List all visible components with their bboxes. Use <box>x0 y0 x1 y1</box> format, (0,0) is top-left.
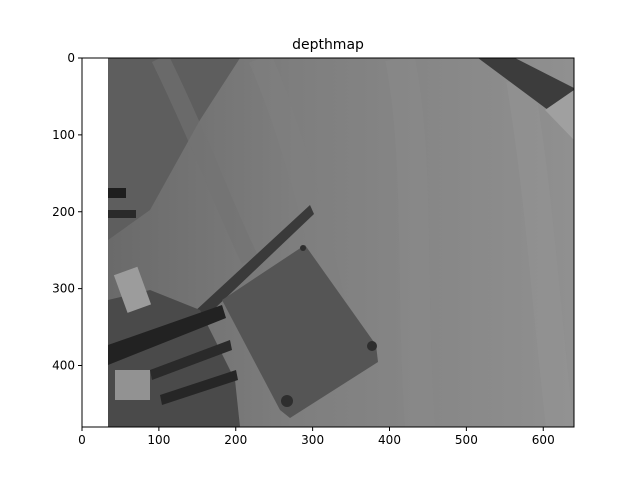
x-tick-label: 100 <box>147 433 170 447</box>
x-axis-ticks: 0 100 200 300 400 500 600 <box>78 427 555 447</box>
panel-screw <box>367 341 377 351</box>
dark-stripe <box>108 305 226 365</box>
panel-screw <box>281 395 293 407</box>
x-tick-label: 200 <box>224 433 247 447</box>
x-tick-label: 500 <box>455 433 478 447</box>
x-tick-label: 400 <box>378 433 401 447</box>
x-tick-label: 300 <box>301 433 324 447</box>
left-dark-region <box>108 58 240 240</box>
y-tick-label: 200 <box>52 205 75 219</box>
left-edge-mark <box>108 188 126 198</box>
axes-frame <box>81 57 575 428</box>
contour-band <box>385 58 435 427</box>
chart-title: depthmap <box>292 37 364 53</box>
y-tick-label: 400 <box>52 359 75 373</box>
panel-screw <box>300 245 306 251</box>
dark-stripe <box>150 340 232 380</box>
contour-band <box>506 77 574 427</box>
left-block-light <box>113 266 152 313</box>
diagonal-rod <box>180 205 314 332</box>
x-tick-label: 0 <box>78 433 86 447</box>
top-right-light <box>545 90 574 140</box>
light-blob <box>115 370 150 400</box>
contour-band <box>151 58 259 265</box>
y-tick-label: 0 <box>67 51 75 65</box>
x-tick-label: 600 <box>532 433 555 447</box>
y-tick-label: 300 <box>52 282 75 296</box>
tilted-panel <box>222 245 378 418</box>
depth-image <box>108 58 574 427</box>
left-edge-mark <box>108 210 136 218</box>
y-tick-label: 100 <box>52 128 75 142</box>
dark-stripe <box>160 370 238 405</box>
y-axis-ticks: 0 100 200 300 400 <box>52 51 82 373</box>
top-right-object <box>478 58 574 110</box>
